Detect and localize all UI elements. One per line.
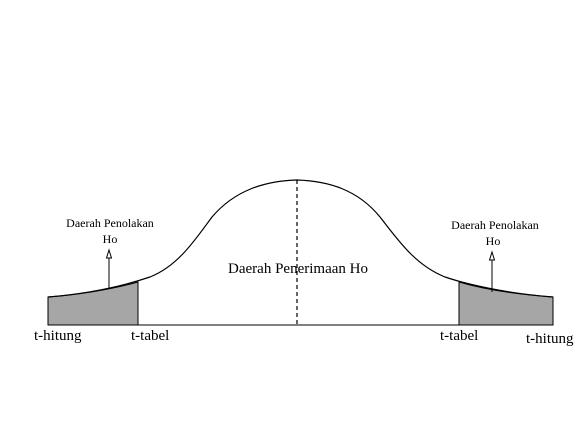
right-arrow-icon	[488, 250, 496, 292]
left-rejection-region	[47, 281, 139, 326]
t-tabel-right-label: t-tabel	[440, 328, 478, 344]
t-hitung-left-label: t-hitung	[34, 328, 82, 344]
t-tabel-left-label: t-tabel	[131, 328, 169, 344]
left-arrow-icon	[105, 248, 113, 289]
acceptance-region-label: Daerah Penerimaan Ho	[228, 261, 368, 277]
rejection-right-label-line2: Ho	[486, 234, 501, 248]
right-rejection-region	[458, 281, 554, 326]
rejection-left-label-line2: Ho	[103, 232, 118, 246]
rejection-left-label-line1: Daerah Penolakan	[66, 216, 154, 230]
t-hitung-right-label: t-hitung	[526, 331, 574, 347]
rejection-right-label-line1: Daerah Penolakan	[451, 218, 539, 232]
bell-curve	[47, 179, 554, 298]
